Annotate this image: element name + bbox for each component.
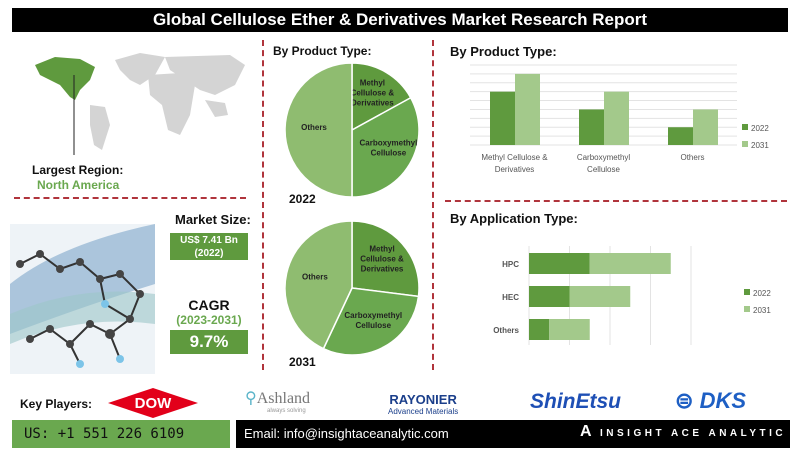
molecule-image	[10, 224, 155, 374]
category-label-line: Cellulose	[587, 165, 620, 174]
market-size-year: (2022)	[194, 248, 224, 259]
pie-label-line: Methyl	[360, 79, 385, 88]
dks-emblem-icon: ⊜	[675, 388, 694, 413]
rayonier-tagline: Advanced Materials	[388, 407, 459, 416]
category-label: HPC	[502, 260, 519, 269]
pie-slice	[322, 287, 420, 356]
dks-name: DKS	[699, 388, 747, 413]
dow-logo: DOW	[108, 388, 198, 418]
legend-label: 2031	[753, 306, 771, 315]
divider	[14, 197, 246, 199]
legend-label: 2031	[751, 141, 769, 150]
pie-year-label: 2022	[289, 192, 316, 206]
category-label: Carboxymethyl Cellulose	[577, 153, 631, 174]
pie-label-line: Methyl	[369, 245, 394, 254]
pie-label-line: Carboxymethyl	[344, 311, 402, 320]
bar	[549, 319, 590, 340]
bar	[604, 91, 629, 145]
market-size-badge: US$ 7.41 Bn (2022)	[170, 233, 248, 260]
pie-label-line: Derivatives	[361, 265, 404, 274]
email-link[interactable]: Email: info@insightaceanalytic.com	[244, 426, 449, 441]
pie-year-label: 2031	[289, 355, 316, 369]
world-map	[35, 53, 245, 155]
largest-region-value: North America	[37, 178, 120, 192]
dow-logo-text: DOW	[135, 395, 173, 412]
ashland-logo: ⚲Ashland always solving	[245, 388, 310, 414]
pie-label: Others	[301, 123, 327, 132]
pie-label-line: Derivatives	[351, 99, 394, 108]
category-label: Others	[680, 153, 704, 162]
category-label-line: Carboxymethyl	[577, 153, 631, 162]
rayonier-logo: RAYONIER Advanced Materials	[388, 392, 458, 416]
pie-label-line: Cellulose	[371, 148, 407, 157]
pie-section-title: By Product Type:	[273, 44, 372, 58]
cagr-period: (2023-2031)	[176, 313, 242, 327]
pie-label-line: Cellulose	[355, 321, 391, 330]
pie-label-line: Others	[302, 273, 328, 282]
category-label: HEC	[502, 293, 519, 302]
bar-charts: Methyl Cellulose & Derivatives Carboxymeth…	[470, 64, 771, 345]
pie-label: Methyl Cellulose & Derivatives	[360, 245, 404, 274]
bar	[589, 253, 671, 274]
key-players-label: Key Players:	[20, 397, 93, 411]
ashland-name: Ashland	[256, 390, 311, 407]
category-label-line: Others	[680, 153, 704, 162]
legend-swatch	[744, 289, 750, 295]
product-bar-title: By Product Type:	[450, 44, 557, 59]
bar	[693, 109, 718, 145]
pie-charts: Methyl Cellulose & DerivativesCarboxymethy…	[284, 62, 420, 369]
cagr-label: CAGR	[188, 297, 230, 313]
legend-swatch	[744, 306, 750, 312]
pie-slice	[284, 62, 353, 198]
ashland-tagline: always solving	[267, 408, 306, 414]
legend-label: 2022	[751, 124, 769, 133]
pie-slice	[351, 96, 420, 198]
pie-label-line: Carboxymethyl	[360, 138, 418, 147]
pie-label: Others	[302, 273, 328, 282]
largest-region-label: Largest Region:	[32, 163, 124, 177]
bar	[569, 286, 631, 307]
rayonier-name: RAYONIER	[389, 392, 457, 407]
category-label: Others	[493, 326, 519, 335]
insightace-logo-icon: A	[580, 423, 592, 440]
category-label-line: Methyl Cellulose &	[481, 153, 548, 162]
market-size-value: US$ 7.41 Bn	[180, 235, 238, 246]
pie-slice	[284, 220, 353, 350]
bar	[529, 253, 590, 274]
category-label: Methyl Cellulose & Derivatives	[481, 153, 548, 174]
bar	[579, 109, 604, 145]
legend-label: 2022	[753, 289, 771, 298]
report-title: Global Cellulose Ether & Derivatives Mar…	[12, 8, 788, 32]
pie-label-line: Cellulose &	[351, 89, 395, 98]
ashland-emblem-icon: ⚲	[245, 390, 257, 407]
bar	[668, 127, 693, 145]
pie-label: Carboxymethyl Cellulose	[344, 311, 402, 330]
pie-label: Carboxymethyl Cellulose	[360, 138, 418, 157]
cagr-value: 9.7%	[170, 330, 248, 354]
pie-slice	[351, 220, 420, 298]
pie-label: Methyl Cellulose & Derivatives	[351, 79, 395, 108]
pie-label-line: Cellulose &	[360, 255, 404, 264]
bar	[529, 286, 570, 307]
phone-number[interactable]: US: +1 551 226 6109	[12, 420, 230, 448]
divider	[262, 40, 264, 370]
divider	[445, 200, 787, 202]
market-size-label: Market Size:	[175, 212, 251, 227]
category-label-line: Derivatives	[495, 165, 535, 174]
dks-logo: ⊜ DKS	[675, 388, 746, 414]
shinetsu-logo: ShinEtsu	[530, 390, 622, 413]
divider	[432, 40, 434, 370]
pie-slice	[351, 62, 412, 132]
pie-label-line: Others	[301, 123, 327, 132]
legend-swatch	[742, 141, 748, 147]
brand-name: INSIGHT ACE ANALYTIC	[600, 428, 787, 439]
bar	[529, 319, 550, 340]
bar	[490, 91, 515, 145]
legend-swatch	[742, 124, 748, 130]
bar	[515, 73, 540, 145]
footer-bar: Email: info@insightaceanalytic.com A INS…	[236, 420, 790, 448]
application-bar-title: By Application Type:	[450, 211, 578, 226]
